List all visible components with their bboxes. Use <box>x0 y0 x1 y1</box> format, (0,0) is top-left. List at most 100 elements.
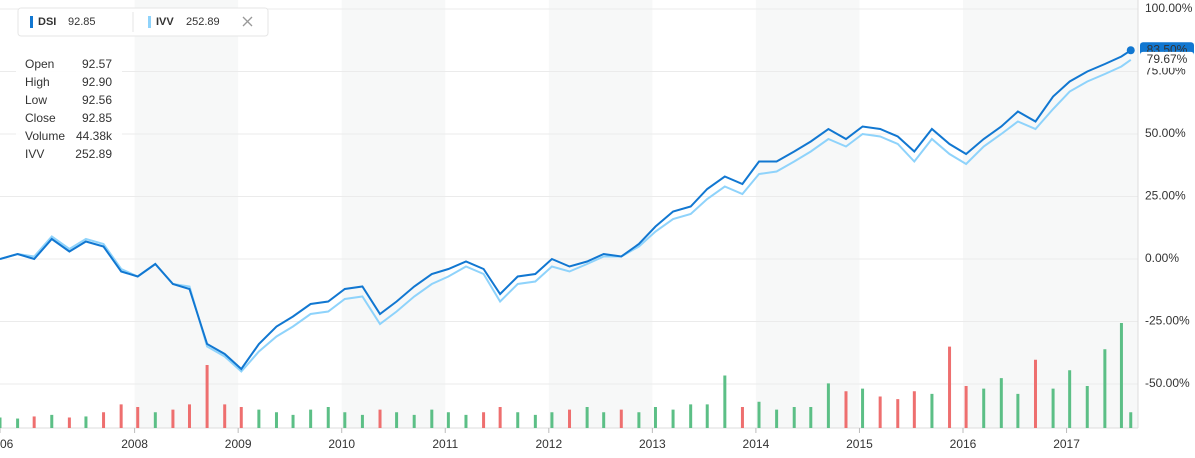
x-tick-label: 2013 <box>639 437 666 451</box>
volume-bar <box>1129 412 1133 428</box>
volume-bar <box>653 407 657 428</box>
tooltip-value: 92.57 <box>82 57 112 71</box>
volume-bar <box>671 409 675 428</box>
band <box>341 0 446 428</box>
volume-bar <box>1119 323 1123 428</box>
volume-bar <box>964 386 968 428</box>
band <box>963 0 1067 428</box>
volume-bar <box>948 346 952 428</box>
volume-bar <box>878 396 882 428</box>
volume-bar <box>740 407 744 428</box>
volume-bar <box>689 404 693 428</box>
volume-bar <box>464 414 468 428</box>
volume-bar <box>446 412 450 428</box>
tooltip-label: Open <box>25 57 54 71</box>
volume-bar <box>1016 393 1020 428</box>
volume-bar <box>982 388 986 428</box>
x-tick-label: 2015 <box>846 437 873 451</box>
volume-bar <box>533 414 537 428</box>
volume-bar <box>705 404 709 428</box>
y-tick-label: 0.00% <box>1145 251 1179 265</box>
volume-bar <box>912 391 916 428</box>
x-tick-label: 2009 <box>225 437 252 451</box>
volume-bar <box>32 416 36 428</box>
legend-box <box>17 7 269 37</box>
volume-bar <box>826 383 830 428</box>
tooltip-box <box>16 50 122 172</box>
volume-bar <box>343 412 347 428</box>
end-label: 79.67% <box>1140 51 1194 68</box>
tooltip: Open 92.57 High 92.90 Low 92.56 Close 92.85 Volu… <box>16 50 122 172</box>
volume-bar <box>775 409 779 428</box>
volume-bar <box>498 407 502 428</box>
volume-bar <box>1085 386 1089 428</box>
volume-bar <box>412 414 416 428</box>
legend-value: 252.89 <box>186 16 220 28</box>
volume-bar <box>516 412 520 428</box>
volume-bar <box>861 388 865 428</box>
volume-bar <box>50 414 54 428</box>
volume-bar <box>16 418 20 428</box>
volume-bar <box>550 412 554 428</box>
y-tick-label: -50.00% <box>1145 376 1190 390</box>
volume-bar <box>205 365 209 428</box>
legend-name: IVV <box>156 16 174 28</box>
header-legend: DSI 92.85 IVV 252.89 <box>17 7 269 37</box>
volume-bar <box>757 401 761 428</box>
y-tick-label: -25.00% <box>1145 314 1190 328</box>
end-label-bg <box>1140 51 1194 68</box>
volume-bar <box>274 412 278 428</box>
y-tick-label: 25.00% <box>1145 189 1186 203</box>
x-tick-label: 2006 <box>0 437 14 451</box>
y-tick-label: 50.00% <box>1145 126 1186 140</box>
volume-bar <box>291 414 295 428</box>
tooltip-value: 92.85 <box>82 111 112 125</box>
tooltip-label: Volume <box>25 129 65 143</box>
x-tick-label: 2016 <box>950 437 977 451</box>
tooltip-value: 92.56 <box>82 93 112 107</box>
volume-bar <box>257 409 261 428</box>
volume-bar <box>1051 388 1055 428</box>
band <box>134 0 239 428</box>
series-line <box>0 49 1132 371</box>
tooltip-value: 252.89 <box>75 147 112 161</box>
tooltip-label: High <box>25 75 50 89</box>
close-button[interactable] <box>242 16 253 27</box>
volume-bar <box>0 417 2 428</box>
end-label-text: 79.67% <box>1147 52 1188 66</box>
volume-bar <box>1033 359 1037 428</box>
tooltip-label: IVV <box>25 147 44 161</box>
y-tick-label: 100.00% <box>1145 1 1193 15</box>
volume-bar <box>153 412 157 428</box>
volume-bar <box>119 404 123 428</box>
volume-bar <box>637 412 641 428</box>
volume-bar <box>930 393 934 428</box>
volume-bar <box>171 409 175 428</box>
volume-bar <box>585 407 589 428</box>
volume-bar <box>723 375 727 428</box>
legend-swatch <box>148 16 151 28</box>
volume-bar <box>619 409 623 428</box>
end-dot <box>1126 46 1135 55</box>
volume-bar <box>378 409 382 428</box>
volume-bar <box>360 414 364 428</box>
legend-name: DSI <box>38 16 56 28</box>
volume-bar <box>602 412 606 428</box>
x-tick-label: 2017 <box>1053 437 1080 451</box>
legend-value: 92.85 <box>68 16 96 28</box>
x-tick-label: 2011 <box>432 437 458 451</box>
x-tick-label: 2010 <box>328 437 355 451</box>
volume-bar <box>792 407 796 428</box>
volume-bar <box>844 391 848 428</box>
tooltip-label: Low <box>25 93 47 107</box>
volume-bar <box>187 404 191 428</box>
tooltip-label: Close <box>25 111 56 125</box>
band <box>755 0 860 428</box>
volume-bar <box>430 409 434 428</box>
legend-swatch <box>30 16 33 28</box>
tooltip-value: 44.38k <box>76 129 113 143</box>
band <box>548 0 653 428</box>
x-tick-label: 2014 <box>743 437 770 451</box>
